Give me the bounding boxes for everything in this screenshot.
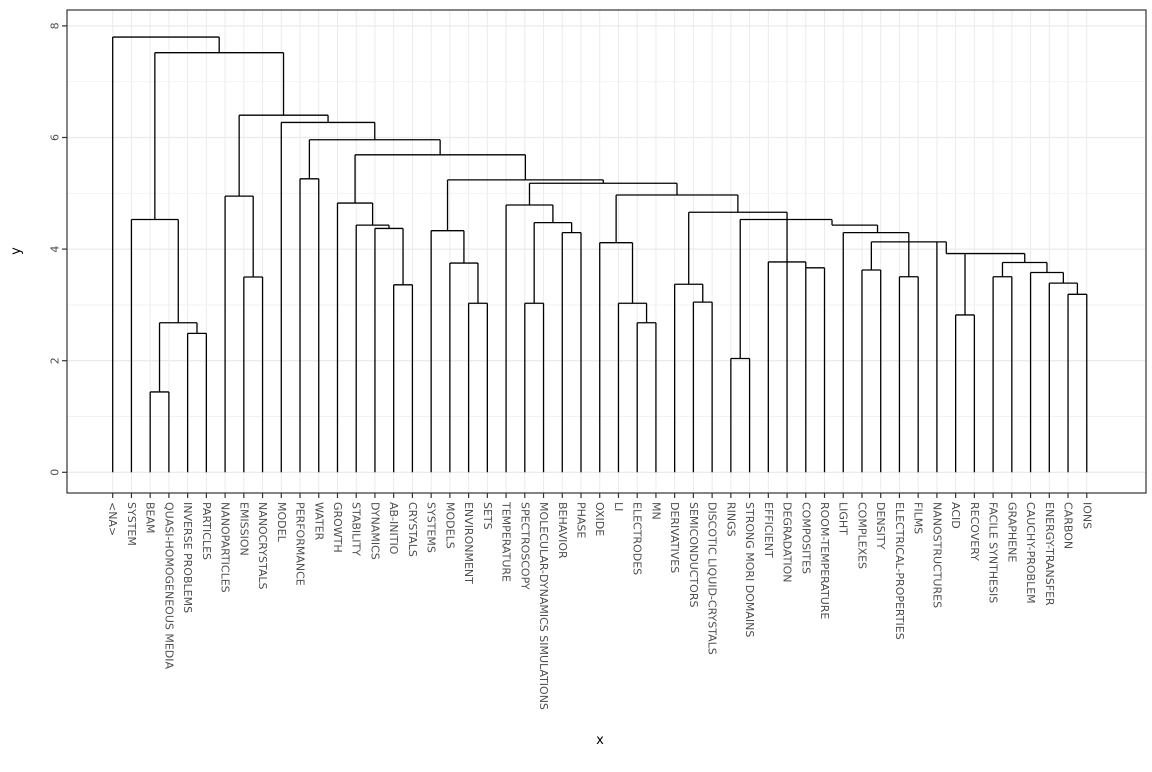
x-tick-label: WATER [312, 502, 325, 541]
x-axis-title: x [596, 733, 604, 748]
x-tick-label: QUASI-HOMOGENEOUS MEDIA [162, 502, 175, 670]
x-tick-label: INVERSE PROBLEMS [181, 502, 194, 613]
x-tick-label: IONS [1080, 502, 1093, 529]
x-tick-label: ELECTRODES [631, 502, 644, 575]
y-tick-label: 4 [49, 246, 62, 253]
x-tick-label: DISCOTIC LIQUID-CRYSTALS [706, 502, 719, 655]
x-tick-label: STABILITY [350, 502, 363, 556]
x-tick-label: STRONG MORI DOMAINS [743, 502, 756, 637]
x-tick-label: NANOCRYSTALS [256, 502, 269, 589]
y-tick-label: 6 [49, 134, 62, 141]
x-tick-label: GRAPHENE [1005, 502, 1018, 562]
x-tick-label: AB-INITIO [387, 502, 400, 555]
x-tick-label: PERFORMANCE [294, 502, 307, 586]
x-tick-label: SYSTEMS [425, 502, 438, 553]
x-tick-label: BEAM [144, 502, 157, 534]
x-tick-label: OXIDE [593, 502, 606, 536]
x-tick-label: COMPLEXES [855, 502, 868, 569]
x-tick-label: SETS [481, 502, 494, 530]
x-tick-label: CAUCHY-PROBLEM [1024, 502, 1037, 604]
x-tick-label: CRYSTALS [406, 502, 419, 557]
y-tick-label: 2 [49, 357, 62, 364]
x-tick-label: ELECTRICAL-PROPERTIES [893, 502, 906, 640]
x-tick-label: DYNAMICS [368, 502, 381, 560]
x-tick-label: ENERGY-TRANSFER [1043, 502, 1056, 606]
y-tick-label: 8 [49, 22, 62, 29]
y-tick-label: 0 [49, 469, 62, 476]
x-tick-label: LI [612, 502, 625, 511]
x-tick-label: NANOPARTICLES [219, 502, 232, 593]
x-tick-label: RINGS [724, 502, 737, 537]
x-tick-label: TEMPERATURE [500, 501, 513, 582]
y-axis-title: y [9, 247, 24, 255]
x-tick-label: DERIVATIVES [668, 502, 681, 573]
x-tick-label: DEGRADATION [781, 502, 794, 582]
panel-border [66, 9, 1147, 494]
x-tick-label: BEHAVIOR [556, 502, 569, 559]
x-tick-label: MODEL [275, 502, 288, 543]
x-tick-label: ROOM-TEMPERATURE [818, 502, 831, 619]
x-tick-label: <NA> [106, 502, 119, 536]
x-tick-label: ACID [949, 502, 962, 529]
x-tick-label: FILMS [912, 502, 925, 534]
x-tick-label: CARBON [1062, 502, 1075, 549]
x-tick-label: PARTICLES [200, 502, 213, 560]
x-tick-label: NANOSTRUCTURES [930, 502, 943, 608]
x-tick-label: SYSTEM [125, 502, 138, 546]
x-tick-label: FACILE SYNTHESIS [987, 502, 1000, 603]
x-tick-label: EFFICIENT [762, 502, 775, 558]
x-tick-label: ENVIRONMENT [462, 502, 475, 584]
x-tick-label: MN [649, 502, 662, 520]
x-tick-label: DENSITY [874, 502, 887, 550]
x-tick-label: MODELS [443, 502, 456, 549]
panel-background [67, 10, 1146, 493]
x-tick-label: SPECTROSCOPY [518, 502, 531, 590]
x-tick-label: PHASE [575, 502, 588, 538]
x-tick-label: LIGHT [837, 502, 850, 535]
x-tick-label: GROWTH [331, 502, 344, 553]
x-tick-label: SEMICONDUCTORS [687, 502, 700, 607]
x-tick-label: COMPOSITES [799, 502, 812, 574]
x-tick-label: RECOVERY [968, 502, 981, 561]
x-tick-label: MOLECULAR-DYNAMICS SIMULATIONS [537, 502, 550, 710]
x-tick-label: EMISSION [237, 502, 250, 556]
